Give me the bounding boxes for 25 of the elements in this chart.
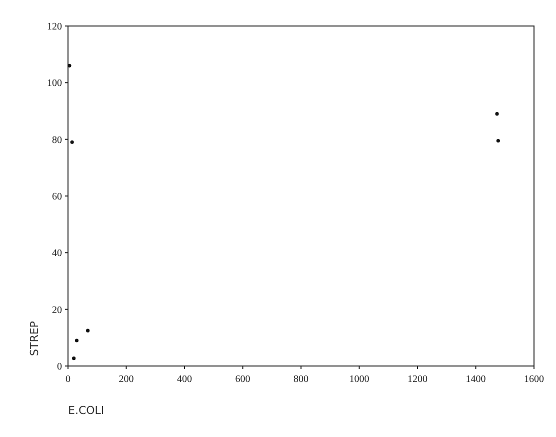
x-tick-label: 1200: [408, 374, 428, 385]
point: [86, 328, 90, 332]
point: [74, 338, 79, 342]
point: [70, 140, 74, 144]
x-tick-label: 600: [235, 374, 250, 385]
x-tick-label: 400: [177, 374, 192, 385]
point: [496, 138, 500, 143]
x-tick-label: 1600: [524, 374, 544, 385]
x-tick-label: 1400: [466, 374, 486, 385]
y-tick-label: 120: [47, 22, 62, 32]
y-tick-label: 40: [52, 248, 62, 260]
point: [72, 356, 76, 360]
y-axis-title: STREP: [28, 320, 41, 356]
y-tick-label: 20: [52, 304, 62, 316]
y-tick-label: 0: [57, 362, 62, 372]
x-tick-label: 1000: [349, 374, 370, 385]
x-tick-label: 0: [66, 374, 70, 385]
point: [495, 112, 499, 116]
x-axis-title: E.COLI: [68, 404, 104, 417]
x-tick-label: 200: [118, 374, 134, 385]
y-tick-label: 100: [47, 78, 62, 90]
y-tick-label: 60: [52, 192, 62, 202]
y-tick-label: 80: [52, 134, 62, 146]
x-tick-label: 800: [294, 374, 308, 385]
point: [68, 64, 72, 68]
